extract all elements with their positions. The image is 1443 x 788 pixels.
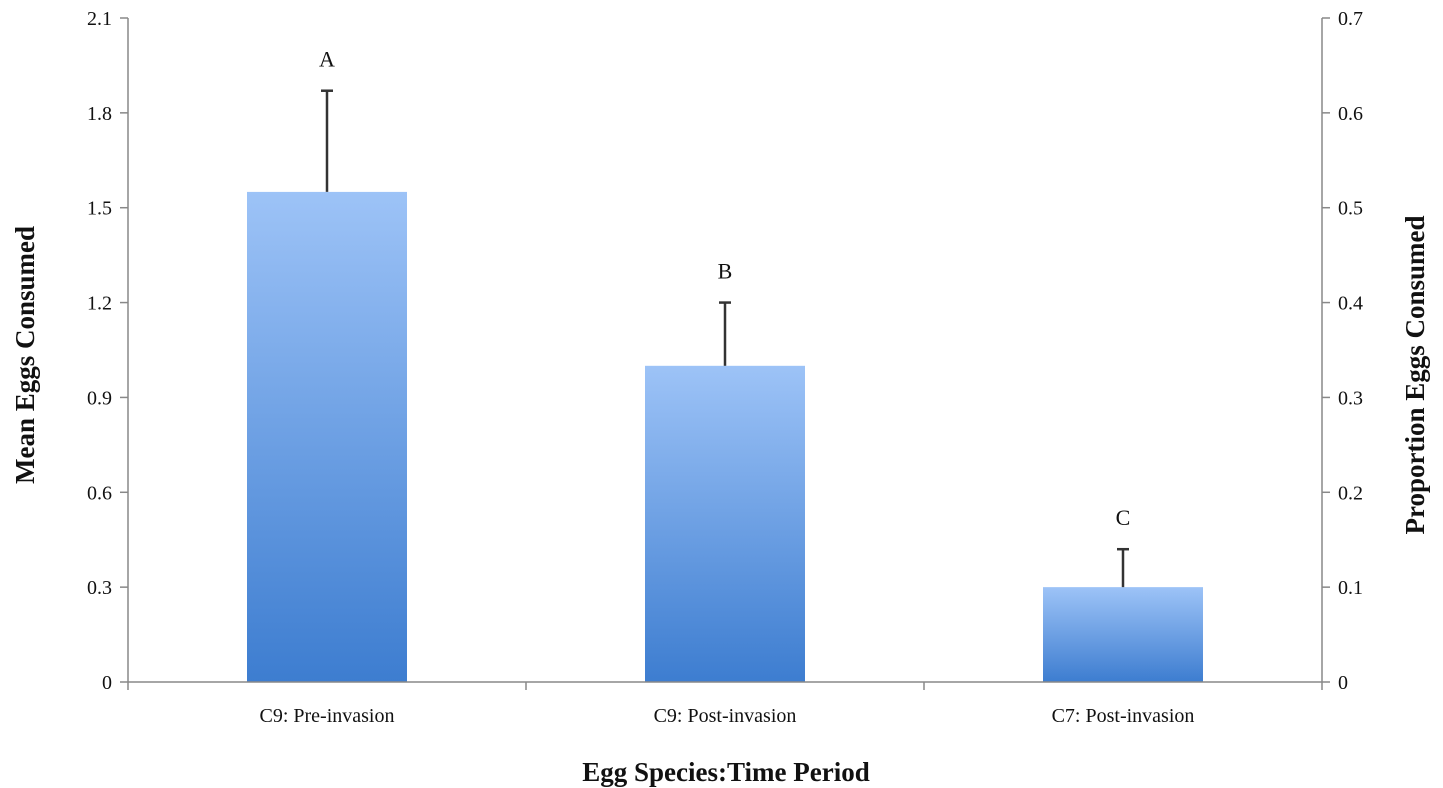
y-axis-title: Mean Eggs Consumed	[10, 226, 40, 484]
significance-label: B	[718, 259, 733, 284]
x-tick-label: C9: Post-invasion	[654, 705, 797, 727]
y2-tick-label: 0.7	[1338, 8, 1363, 30]
significance-label: A	[319, 47, 335, 72]
y2-tick-label: 0.4	[1338, 293, 1363, 315]
bar	[247, 191, 407, 682]
y2-tick-label: 0.2	[1338, 482, 1363, 504]
y-tick-label: 1.5	[87, 198, 112, 220]
plot-area: A B C 0 0.3 0.6 0.9 1.2 1.5 1.8 2.1 0 0.1 0.2 0.3 0.4 0.…	[87, 8, 1363, 727]
y2-tick-label: 0.5	[1338, 198, 1363, 220]
bar	[1043, 587, 1203, 682]
y-tick-label: 1.8	[87, 103, 112, 125]
x-tick-label: C7: Post-invasion	[1052, 705, 1195, 727]
y2-tick-label: 0.1	[1338, 577, 1363, 599]
x-tick-label: C9: Pre-invasion	[260, 705, 395, 727]
y-tick-label: 0.3	[87, 577, 112, 599]
significance-label: C	[1116, 505, 1131, 530]
y2-tick-label: 0.6	[1338, 103, 1363, 125]
x-axis-title: Egg Species:Time Period	[582, 757, 869, 787]
y2-tick-label: 0	[1338, 672, 1348, 694]
y2-axis-title: Proportion Eggs Consumed	[1400, 215, 1430, 534]
y-tick-label: 0.9	[87, 387, 112, 409]
y-tick-label: 1.2	[87, 293, 112, 315]
y2-tick-label: 0.3	[1338, 387, 1363, 409]
y-tick-label: 0.6	[87, 482, 112, 504]
bar	[645, 365, 805, 682]
y-tick-label: 0	[102, 672, 112, 694]
y-tick-label: 2.1	[87, 8, 112, 30]
